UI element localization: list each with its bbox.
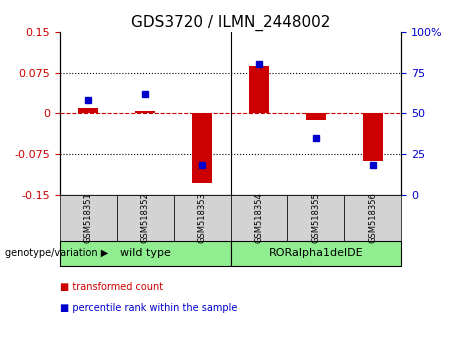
Text: RORalpha1delDE: RORalpha1delDE [268, 248, 363, 258]
Title: GDS3720 / ILMN_2448002: GDS3720 / ILMN_2448002 [131, 14, 330, 30]
Bar [363, 113, 383, 161]
Text: GSM518353: GSM518353 [198, 192, 207, 243]
Text: GSM518354: GSM518354 [254, 192, 263, 243]
Text: GSM518351: GSM518351 [84, 192, 93, 243]
Bar [135, 110, 155, 113]
Text: GSM518356: GSM518356 [368, 192, 377, 243]
Text: ■ percentile rank within the sample: ■ percentile rank within the sample [60, 303, 237, 313]
Text: ■ transformed count: ■ transformed count [60, 282, 163, 292]
Text: wild type: wild type [120, 248, 171, 258]
Text: genotype/variation ▶: genotype/variation ▶ [5, 248, 108, 258]
Text: GSM518352: GSM518352 [141, 192, 150, 243]
Bar [192, 113, 212, 183]
Bar [249, 65, 269, 113]
Bar [78, 108, 98, 113]
Bar [306, 113, 326, 120]
Text: GSM518355: GSM518355 [311, 192, 320, 243]
